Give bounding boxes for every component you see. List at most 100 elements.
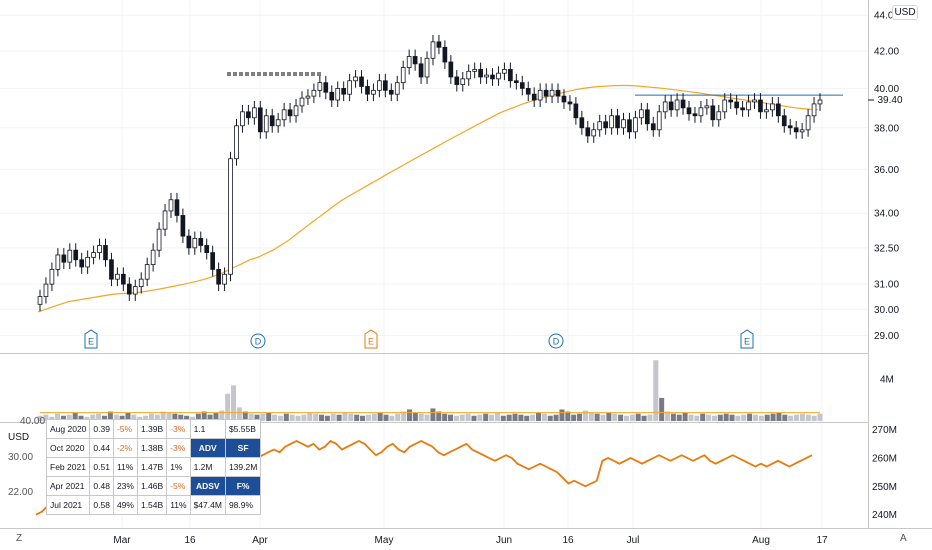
currency-label[interactable]: USD bbox=[892, 5, 918, 20]
volume-bar bbox=[559, 409, 565, 421]
table-cell: 1.38B bbox=[136, 438, 168, 458]
candle-body bbox=[644, 109, 650, 125]
candle-body bbox=[240, 111, 245, 127]
candle-body bbox=[793, 127, 799, 133]
volume-bar bbox=[225, 393, 231, 421]
table-cell: 0.44 bbox=[89, 438, 114, 458]
candle-body bbox=[603, 121, 608, 129]
table-cell: 1.47B bbox=[136, 457, 168, 477]
candle-body bbox=[811, 103, 817, 117]
volume-bar bbox=[160, 411, 166, 421]
volume-bar bbox=[219, 410, 225, 421]
left-scale-tick: 30.00 bbox=[8, 452, 34, 463]
event-marker-label: E bbox=[88, 337, 94, 347]
moving-average-line bbox=[37, 84, 819, 313]
candle-body bbox=[490, 74, 495, 80]
volume-bar bbox=[577, 413, 583, 421]
candle-body bbox=[406, 56, 412, 68]
event-marker[interactable]: D bbox=[548, 333, 564, 349]
volume-bar bbox=[184, 415, 190, 421]
event-marker[interactable]: E bbox=[740, 329, 754, 349]
event-marker[interactable]: E bbox=[364, 329, 378, 349]
candle-body bbox=[740, 107, 745, 111]
event-marker[interactable]: E bbox=[84, 329, 98, 349]
table-cell: 139.2M bbox=[224, 457, 262, 477]
candle-body bbox=[49, 269, 55, 285]
candle-body bbox=[764, 109, 769, 113]
candle-body bbox=[680, 99, 686, 109]
volume-bar bbox=[459, 414, 465, 421]
volume-bars bbox=[37, 360, 823, 421]
time-tick-label: 17 bbox=[816, 535, 828, 546]
volume-bar bbox=[107, 411, 113, 421]
volume-bar bbox=[741, 414, 747, 421]
volume-bar bbox=[389, 415, 395, 421]
volume-bar bbox=[494, 412, 500, 421]
volume-bar bbox=[131, 414, 137, 421]
candle-body bbox=[383, 80, 388, 91]
time-axis: Mar 16 Apr May Jun 16 Jul Aug 17 bbox=[113, 535, 828, 546]
left-scale-tick: 40.00 bbox=[20, 416, 46, 427]
price-tick-label: 40.00 bbox=[874, 84, 899, 95]
volume-bar bbox=[260, 413, 266, 421]
volume-bar bbox=[758, 415, 764, 421]
candle-body bbox=[787, 125, 793, 129]
candle-body bbox=[103, 245, 108, 261]
candle-body bbox=[359, 76, 364, 87]
timezone-button[interactable]: Z bbox=[16, 533, 23, 544]
volume-bar bbox=[72, 412, 78, 421]
candle-body bbox=[775, 103, 781, 117]
volume-bar bbox=[500, 415, 506, 421]
auto-scale-button[interactable]: A bbox=[900, 533, 907, 544]
volume-bar bbox=[799, 413, 805, 421]
time-tick-label: Aug bbox=[752, 535, 770, 546]
table-cell: -3% bbox=[166, 438, 191, 458]
volume-bar bbox=[694, 415, 700, 421]
volume-bar bbox=[236, 407, 242, 421]
dividend-marker-icon bbox=[548, 333, 564, 349]
volume-bar bbox=[377, 412, 383, 421]
volume-bar bbox=[436, 411, 442, 421]
table-cell: Oct 2020 bbox=[45, 438, 91, 458]
table-cell: 0.58 bbox=[89, 495, 114, 515]
price-tick-label: 31.00 bbox=[874, 280, 899, 291]
volume-bar bbox=[489, 414, 495, 421]
candle-body bbox=[561, 95, 567, 103]
volume-bar bbox=[102, 415, 108, 421]
candle-body bbox=[585, 127, 591, 137]
table-cell: SF bbox=[224, 438, 262, 458]
candle-body bbox=[609, 115, 614, 129]
candle-body bbox=[138, 278, 144, 288]
volume-bar bbox=[360, 415, 366, 421]
candle-body bbox=[186, 235, 192, 249]
candle-body bbox=[347, 80, 352, 95]
candle-body bbox=[698, 107, 704, 117]
candle-body bbox=[115, 273, 120, 280]
volume-bar bbox=[143, 415, 149, 421]
volume-bar bbox=[148, 413, 154, 421]
volume-bar bbox=[524, 415, 530, 421]
candle-body bbox=[121, 273, 126, 285]
volume-bar bbox=[37, 415, 43, 421]
candle-body bbox=[549, 89, 555, 97]
volume-bar bbox=[66, 414, 72, 421]
candle-body bbox=[430, 41, 436, 59]
volume-bar bbox=[817, 413, 823, 421]
table-cell: 1.46B bbox=[136, 476, 168, 496]
candle-body bbox=[275, 119, 281, 127]
volume-bar bbox=[612, 413, 618, 421]
volume-bar bbox=[166, 412, 172, 421]
event-marker[interactable]: D bbox=[250, 333, 266, 349]
table-cell: -5% bbox=[166, 476, 191, 496]
table-cell: 0.48 bbox=[89, 476, 114, 496]
volume-bar bbox=[348, 413, 354, 421]
candle-body bbox=[686, 107, 692, 115]
volume-bar bbox=[301, 414, 307, 421]
volume-bar bbox=[137, 416, 143, 421]
candle-body bbox=[621, 119, 626, 129]
table-cell: 1.54B bbox=[136, 495, 168, 515]
volume-bar bbox=[406, 409, 412, 421]
volume-bar bbox=[764, 414, 770, 421]
